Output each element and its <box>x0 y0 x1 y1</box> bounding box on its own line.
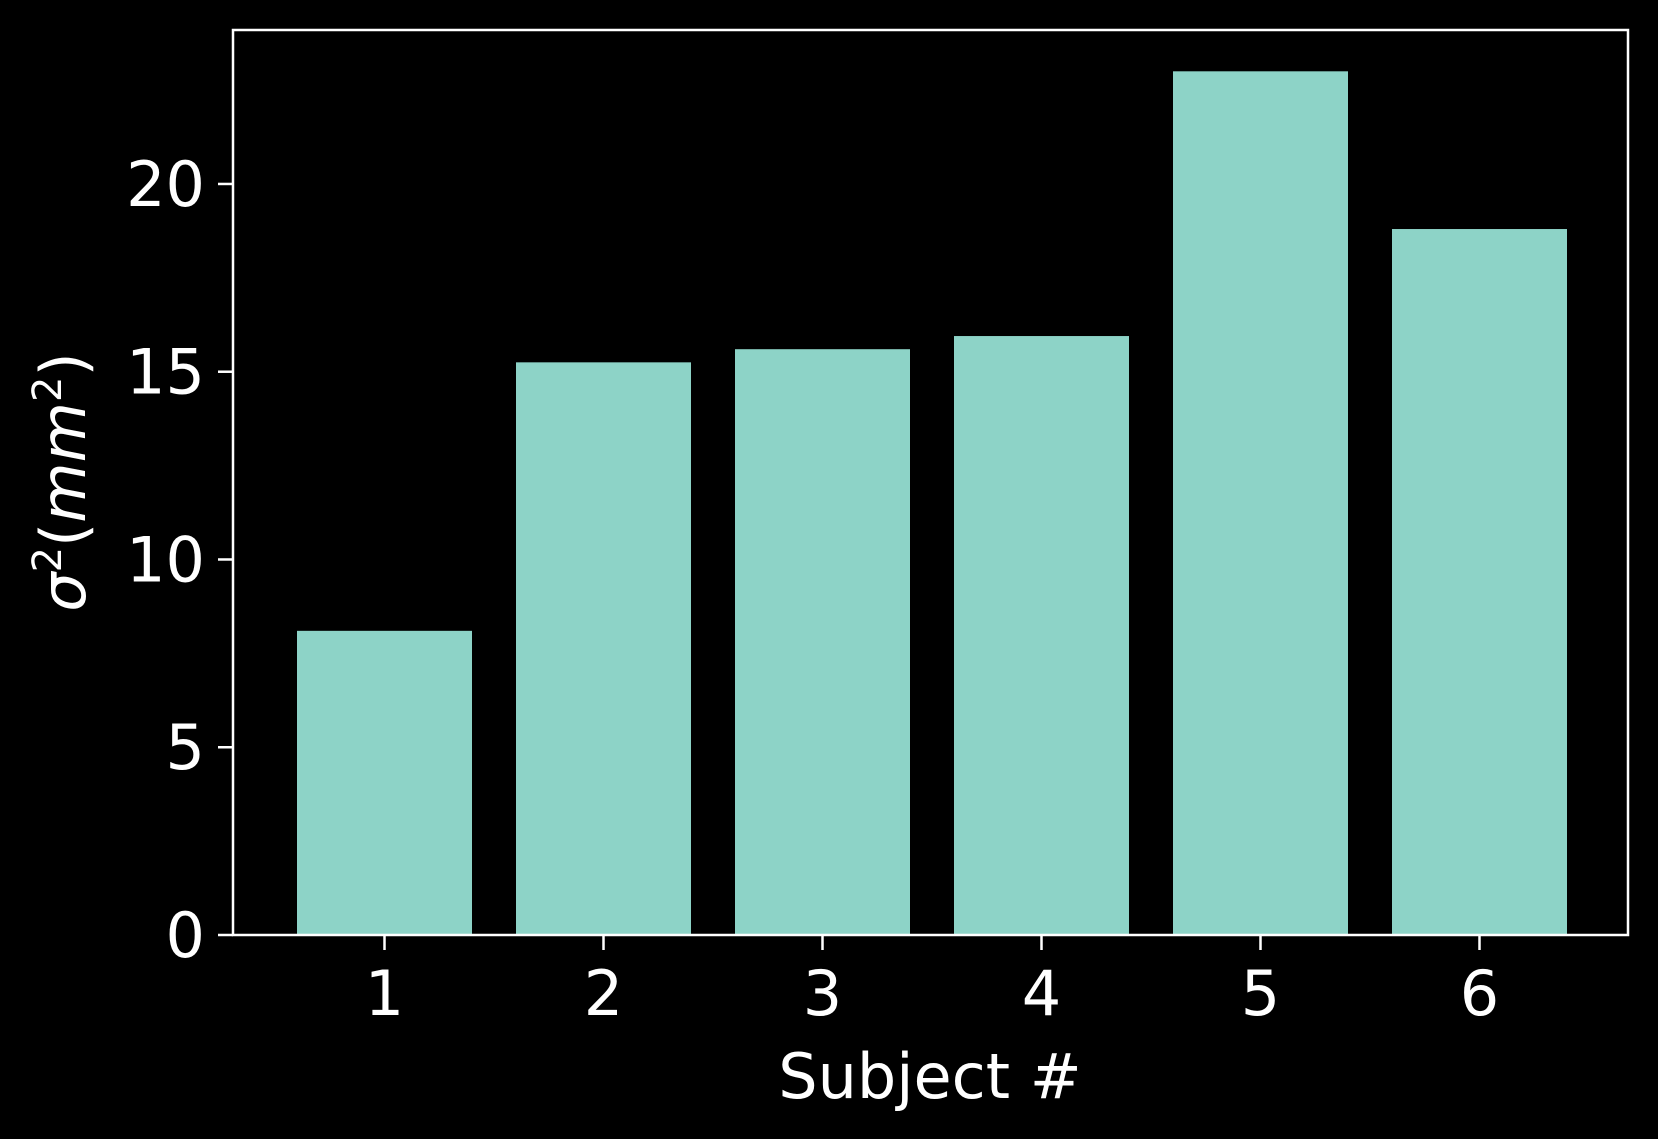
x-tick-label: 6 <box>1460 957 1499 1030</box>
y-axis-label-open-paren: ( <box>27 523 100 547</box>
y-axis-label-close-paren: ) <box>27 352 100 376</box>
y-axis-ticks: 0 5 10 15 20 <box>126 148 233 972</box>
plot-area-frame <box>231 28 1630 937</box>
bar-subject-6 <box>1392 229 1567 935</box>
bar-subject-2 <box>516 362 691 936</box>
x-axis-label: Subject # <box>778 1040 1081 1113</box>
y-axis-label-unit: mm <box>27 402 100 523</box>
y-axis-label-symbol: σ <box>27 571 100 612</box>
y-tick-label: 5 <box>166 711 205 784</box>
y-tick-label: 20 <box>126 148 205 221</box>
bar-subject-1 <box>297 630 472 935</box>
x-tick-label: 3 <box>803 957 842 1030</box>
y-tick-label: 15 <box>126 336 205 409</box>
y-axis-label-exponent: 2 <box>25 547 71 572</box>
bar-subject-3 <box>735 349 910 935</box>
y-axis-label-unit-exponent: 2 <box>25 377 71 402</box>
bar-subject-5 <box>1173 71 1348 935</box>
y-axis-label: σ2(mm2) <box>25 352 100 611</box>
y-tick-label: 10 <box>126 523 205 596</box>
bar-subject-4 <box>954 336 1129 935</box>
y-tick-label: 0 <box>166 899 205 972</box>
x-tick-label: 1 <box>365 957 404 1030</box>
x-tick-label: 2 <box>584 957 623 1030</box>
x-axis-ticks: 1 2 3 4 5 6 <box>365 935 1499 1030</box>
x-tick-label: 4 <box>1022 957 1061 1030</box>
x-tick-label: 5 <box>1241 957 1280 1030</box>
bars-group <box>297 71 1567 936</box>
